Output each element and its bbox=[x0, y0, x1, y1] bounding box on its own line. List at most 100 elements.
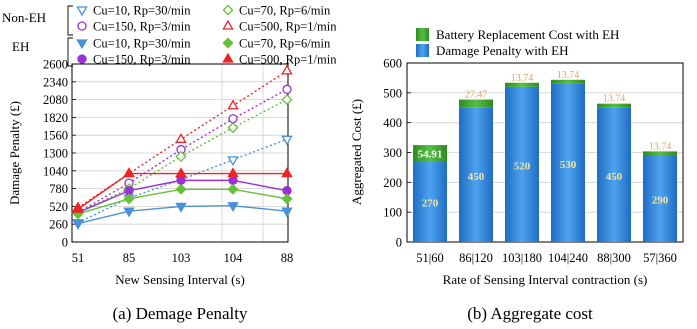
chart-a-y-tick-label: 2080 bbox=[43, 93, 68, 107]
legend-group-nonEH: Non-EH bbox=[2, 10, 46, 25]
chart-b-y-tick-label: 0 bbox=[396, 236, 402, 250]
legend-label-damage: Damage Penalty with EH bbox=[436, 43, 569, 58]
chart-a-series-eh bbox=[72, 183, 293, 220]
chart-b-label-battery: 13.74 bbox=[649, 141, 672, 152]
chart-a-series-non-eh bbox=[72, 94, 293, 219]
chart-a-point bbox=[227, 183, 239, 195]
legend-entry: Cu=500, Rp=1/min bbox=[222, 53, 337, 67]
chart-a-y-tick-label: 260 bbox=[49, 218, 68, 232]
chart-a-point bbox=[72, 202, 84, 213]
chart-b-bar-group: 450 27.47 bbox=[459, 90, 493, 242]
chart-a-point bbox=[281, 135, 293, 146]
chart-b-x-tick-label: 57|360 bbox=[643, 251, 677, 265]
legend-entry: Cu=150, Rp=3/min bbox=[77, 20, 191, 34]
chart-a-y-tick-label: 520 bbox=[49, 200, 68, 214]
chart-b-bar-group: 270 54.91 bbox=[413, 145, 447, 242]
chart-b-label-battery: 13.74 bbox=[603, 94, 626, 105]
chart-b-y-ticks: 0 100 200 300 400 500 600 bbox=[383, 57, 411, 250]
chart-a-series-non-eh bbox=[73, 84, 292, 218]
chart-b-x-ticks: 51|60 86|120 103|180 104|240 88|300 57|360 bbox=[416, 251, 677, 265]
legend-label: Cu=10, Rp=30/min bbox=[93, 37, 191, 51]
legend-label: Cu=70, Rp=6/min bbox=[239, 4, 331, 18]
chart-a-point bbox=[281, 193, 293, 205]
chart-b-y-tick-label: 300 bbox=[383, 146, 402, 160]
chart-b-label-battery: 27.47 bbox=[465, 90, 488, 101]
legend-label: Cu=70, Rp=6/min bbox=[239, 37, 331, 51]
legend-swatch-damage bbox=[416, 44, 429, 57]
chart-b-x-tick-label: 88|300 bbox=[597, 251, 631, 265]
chart-b-bar-damage bbox=[597, 107, 631, 242]
chart-a-point bbox=[176, 175, 186, 186]
legend-marker bbox=[77, 54, 87, 64]
chart-b-y-tick-label: 100 bbox=[383, 206, 402, 220]
chart-b-grid bbox=[407, 92, 683, 213]
chart-a-point bbox=[282, 84, 292, 94]
chart-a-caption: (a) Demage Penalty bbox=[113, 304, 248, 323]
chart-b-bar-group: 290 13.74 bbox=[643, 141, 677, 242]
chart-a-x-tick-label: 51 bbox=[72, 251, 85, 265]
chart-b-bar-damage bbox=[413, 161, 447, 242]
chart-a-y-tick-label: 1820 bbox=[43, 111, 68, 125]
chart-b-label-damage: 450 bbox=[606, 171, 623, 183]
chart-b-y-tick-label: 600 bbox=[383, 57, 402, 71]
chart-b-bar-battery bbox=[505, 82, 539, 87]
chart-a-x-ticks: 51 85 103 104 88 bbox=[72, 251, 294, 265]
legend-label-battery: Battery Replacement Cost with EH bbox=[436, 27, 619, 42]
chart-b-bars: 270 54.91 450 27.47 520 13.74 530 13.74 450 13.74… bbox=[413, 70, 677, 242]
chart-b-bar-battery bbox=[643, 151, 677, 156]
chart-a: 0 260 520 780 1040 1300 1560 1820 2080 2340 2600 5… bbox=[2, 4, 337, 324]
chart-b-bar-battery bbox=[597, 103, 631, 108]
chart-a-point bbox=[123, 207, 135, 218]
legend-marker bbox=[77, 21, 87, 31]
chart-a-point bbox=[175, 150, 187, 162]
legend-label: Cu=10, Rp=30/min bbox=[93, 4, 191, 18]
chart-a-x-tick-label: 85 bbox=[123, 251, 136, 265]
chart-b-label-damage: 270 bbox=[422, 198, 439, 210]
legend-label: Cu=150, Rp=3/min bbox=[93, 53, 191, 67]
legend-entry: Cu=500, Rp=1/min bbox=[222, 19, 337, 34]
legend-bracket-nonEH bbox=[67, 5, 73, 36]
chart-b-x-tick-label: 86|120 bbox=[459, 251, 493, 265]
legend-entry: Cu=70, Rp=6/min bbox=[222, 4, 331, 18]
chart-b-label-damage: 530 bbox=[560, 159, 577, 171]
chart-b-label-damage: 520 bbox=[514, 160, 531, 172]
chart-a-point bbox=[281, 94, 293, 106]
chart-a-point bbox=[175, 202, 187, 213]
legend-label: Cu=500, Rp=1/min bbox=[239, 20, 337, 34]
chart-a-point bbox=[227, 99, 239, 110]
legend-marker bbox=[222, 4, 234, 16]
chart-a-point bbox=[175, 183, 187, 195]
chart-b-bar-battery bbox=[551, 79, 585, 84]
chart-b-legend: Battery Replacement Cost with EH Damage … bbox=[416, 27, 619, 58]
chart-a-x-tick-label: 88 bbox=[281, 251, 294, 265]
legend-label: Cu=150, Rp=3/min bbox=[93, 20, 191, 34]
chart-b-y-tick-label: 200 bbox=[383, 176, 402, 190]
chart-b-bar-battery bbox=[413, 145, 447, 162]
chart-a-series-eh bbox=[72, 167, 293, 213]
chart-a-y-tick-label: 0 bbox=[62, 236, 68, 250]
legend-swatch-battery bbox=[416, 28, 429, 41]
chart-a-point bbox=[227, 156, 239, 167]
chart-a-point bbox=[281, 64, 293, 75]
chart-a-y-tick-label: 2340 bbox=[43, 75, 68, 89]
legend-entry: Cu=10, Rp=30/min bbox=[76, 4, 191, 18]
chart-b-bar-damage bbox=[643, 155, 677, 242]
chart-b-bar-group: 520 13.74 bbox=[505, 73, 539, 242]
chart-b-label-battery: 13.74 bbox=[511, 73, 534, 84]
chart-a-ylabel: Damage Penalty (£) bbox=[7, 101, 22, 205]
chart-a-legend: Non-EH EH Cu=10, Rp=30/min Cu=150, Rp=3/m… bbox=[2, 4, 337, 67]
legend-marker bbox=[76, 39, 88, 50]
chart-b-bar-battery bbox=[459, 99, 493, 108]
chart-a-y-tick-label: 2600 bbox=[43, 58, 68, 72]
legend-entry: Cu=70, Rp=6/min bbox=[222, 37, 331, 51]
chart-a-x-tick-label: 103 bbox=[172, 251, 191, 265]
legend-marker bbox=[222, 19, 234, 30]
chart-b-caption: (b) Aggregate cost bbox=[467, 304, 593, 323]
chart-a-point bbox=[281, 207, 293, 218]
chart-a-y-tick-label: 1040 bbox=[43, 164, 68, 178]
legend-marker bbox=[76, 6, 88, 17]
legend-bracket-EH bbox=[67, 37, 73, 67]
chart-b-label-battery: 54.91 bbox=[418, 148, 443, 160]
chart-a-series-eh bbox=[72, 202, 293, 230]
